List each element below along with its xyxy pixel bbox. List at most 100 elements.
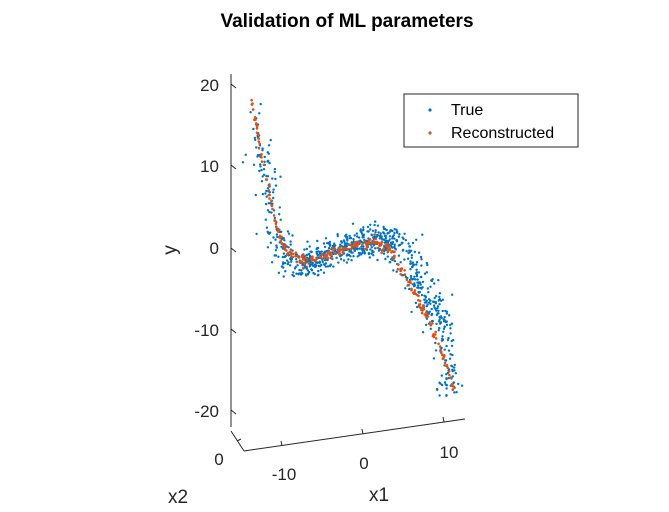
true-point (268, 210, 271, 214)
true-point (393, 247, 397, 250)
true-point (264, 192, 267, 195)
true-point (317, 269, 320, 273)
true-point (322, 242, 326, 245)
true-point (454, 372, 457, 375)
reconstructed-point (255, 131, 259, 135)
true-point (376, 224, 380, 227)
true-point (286, 259, 289, 262)
legend-label-reconstructed: Reconstructed (451, 125, 554, 142)
reconstructed-point (437, 342, 440, 346)
true-point (443, 319, 446, 322)
true-point (315, 247, 319, 250)
reconstructed-point (380, 243, 383, 246)
true-point (261, 149, 264, 152)
true-point (287, 246, 290, 249)
true-point (445, 323, 449, 327)
true-point (315, 250, 318, 254)
reconstructed-point (420, 308, 423, 312)
true-point (430, 313, 433, 317)
reconstructed-point (273, 219, 276, 222)
true-point (393, 231, 396, 235)
true-point (264, 218, 267, 221)
reconstructed-point (417, 294, 420, 298)
true-point (429, 285, 432, 288)
true-point (265, 189, 268, 193)
true-point (407, 242, 410, 245)
true-point (439, 322, 442, 325)
reconstructed-point (285, 253, 289, 256)
true-point (293, 267, 297, 270)
reconstructed-point (386, 246, 390, 249)
true-point (297, 273, 300, 276)
true-point (255, 232, 258, 236)
reconstructed-point (294, 254, 297, 258)
true-point (395, 270, 398, 273)
reconstructed-point (410, 287, 413, 291)
true-point (350, 259, 353, 262)
reconstructed-point (341, 251, 345, 254)
true-point (318, 260, 321, 263)
true-point (443, 348, 446, 351)
reconstructed-point (280, 242, 284, 245)
reconstructed-point (374, 237, 378, 241)
true-point (445, 377, 448, 380)
true-point (449, 323, 452, 327)
series-reconstructed-points (250, 98, 456, 391)
true-point (271, 177, 274, 180)
x1-ticks: -10 0 10 (272, 416, 458, 484)
reconstructed-point (350, 244, 354, 247)
true-point (289, 243, 292, 246)
true-point (445, 384, 449, 387)
reconstructed-point (377, 241, 381, 245)
true-point (319, 268, 323, 272)
reconstructed-point (250, 98, 253, 102)
true-point (274, 249, 278, 252)
reconstructed-point (388, 248, 392, 252)
reconstructed-point (284, 243, 287, 247)
reconstructed-point (425, 311, 428, 315)
true-point (457, 382, 460, 386)
true-point (451, 375, 454, 378)
true-point (446, 338, 450, 342)
true-point (352, 255, 355, 258)
true-point (429, 327, 432, 330)
reconstructed-point (365, 243, 369, 246)
true-point (445, 312, 448, 315)
true-point (296, 264, 299, 267)
true-point (441, 337, 444, 340)
true-point (282, 252, 286, 255)
true-point (438, 292, 442, 295)
true-point (426, 303, 429, 306)
true-point (431, 300, 435, 303)
true-point (266, 187, 270, 190)
reconstructed-point (451, 388, 455, 391)
true-point (269, 231, 272, 234)
true-point (342, 259, 346, 262)
reconstructed-point (329, 251, 332, 254)
true-point (305, 266, 308, 269)
reconstructed-point (258, 142, 262, 146)
reconstructed-point (270, 199, 273, 202)
reconstructed-point (326, 252, 330, 255)
reconstructed-point (291, 252, 295, 256)
true-point (410, 256, 413, 259)
true-point (281, 255, 285, 259)
reconstructed-point (283, 247, 287, 250)
true-point (261, 192, 265, 196)
true-point (290, 258, 293, 262)
reconstructed-point (403, 269, 406, 272)
true-point (353, 249, 357, 252)
true-point (372, 236, 375, 239)
true-point (278, 213, 281, 216)
true-point (392, 269, 395, 272)
true-point (441, 309, 444, 313)
reconstructed-point (260, 156, 263, 159)
reconstructed-point (438, 345, 442, 348)
reconstructed-point (288, 250, 292, 254)
reconstructed-point (382, 247, 386, 250)
reconstructed-point (270, 204, 274, 208)
reconstructed-point (331, 248, 335, 251)
true-point (323, 263, 326, 266)
legend: True Reconstructed (403, 93, 579, 148)
true-point (311, 261, 314, 265)
